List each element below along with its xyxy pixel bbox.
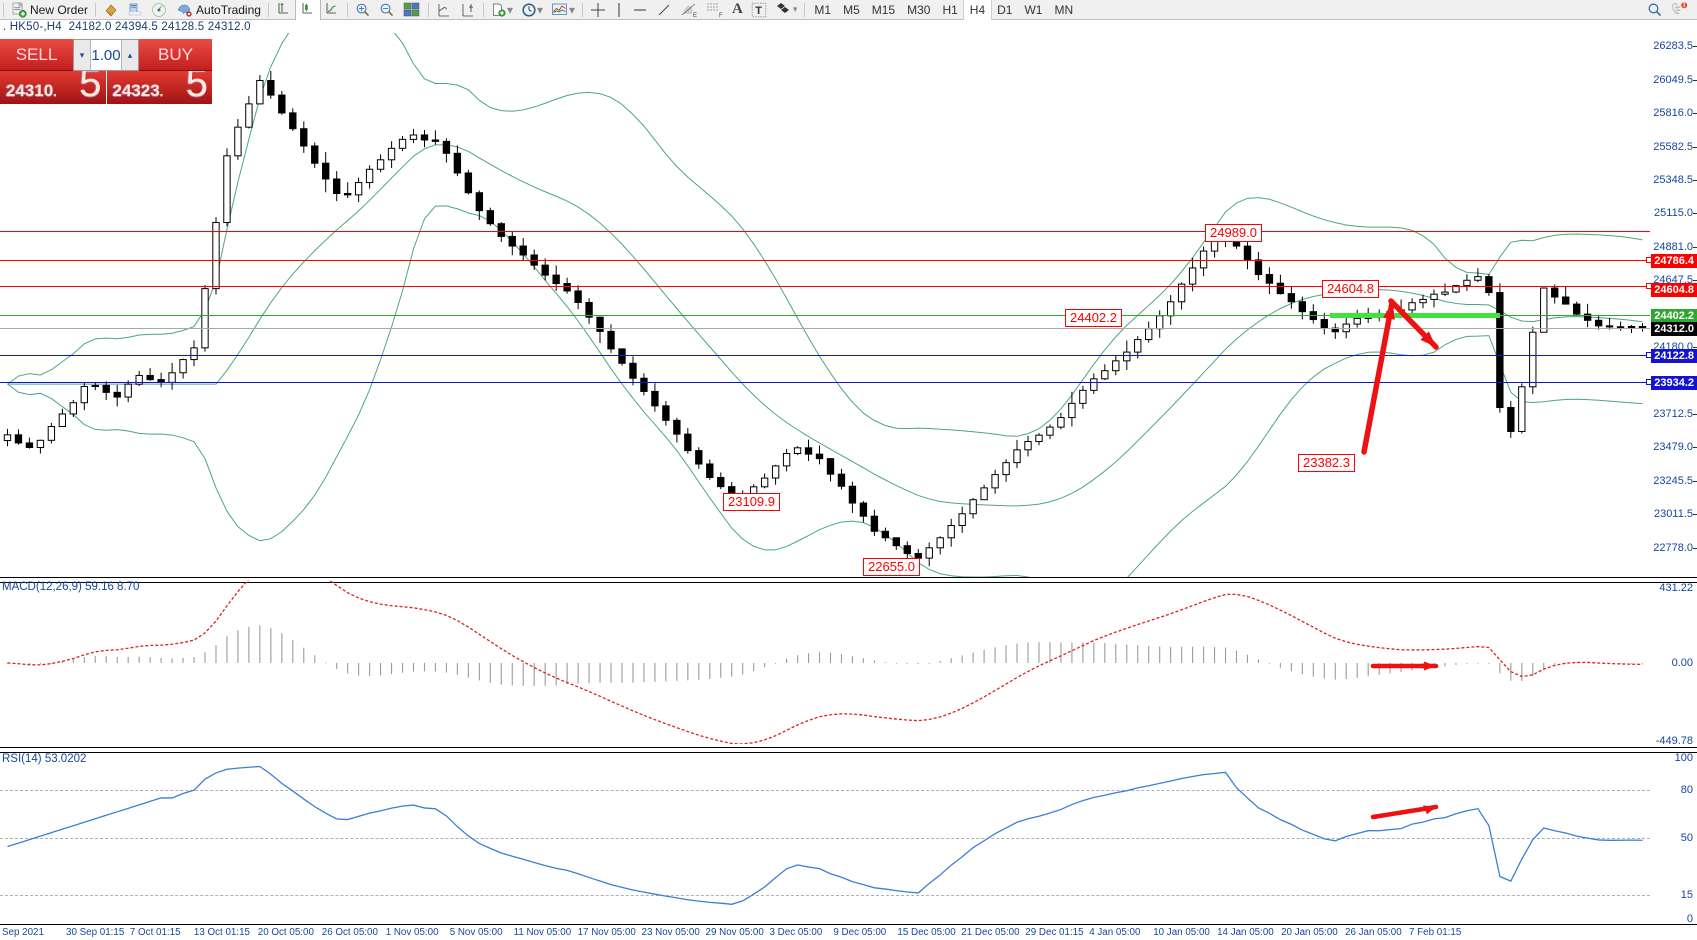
svg-text:1: 1 [1683,2,1686,8]
svg-text:T: T [755,5,762,17]
svg-text:E: E [693,13,697,18]
svg-text:F: F [719,13,723,18]
